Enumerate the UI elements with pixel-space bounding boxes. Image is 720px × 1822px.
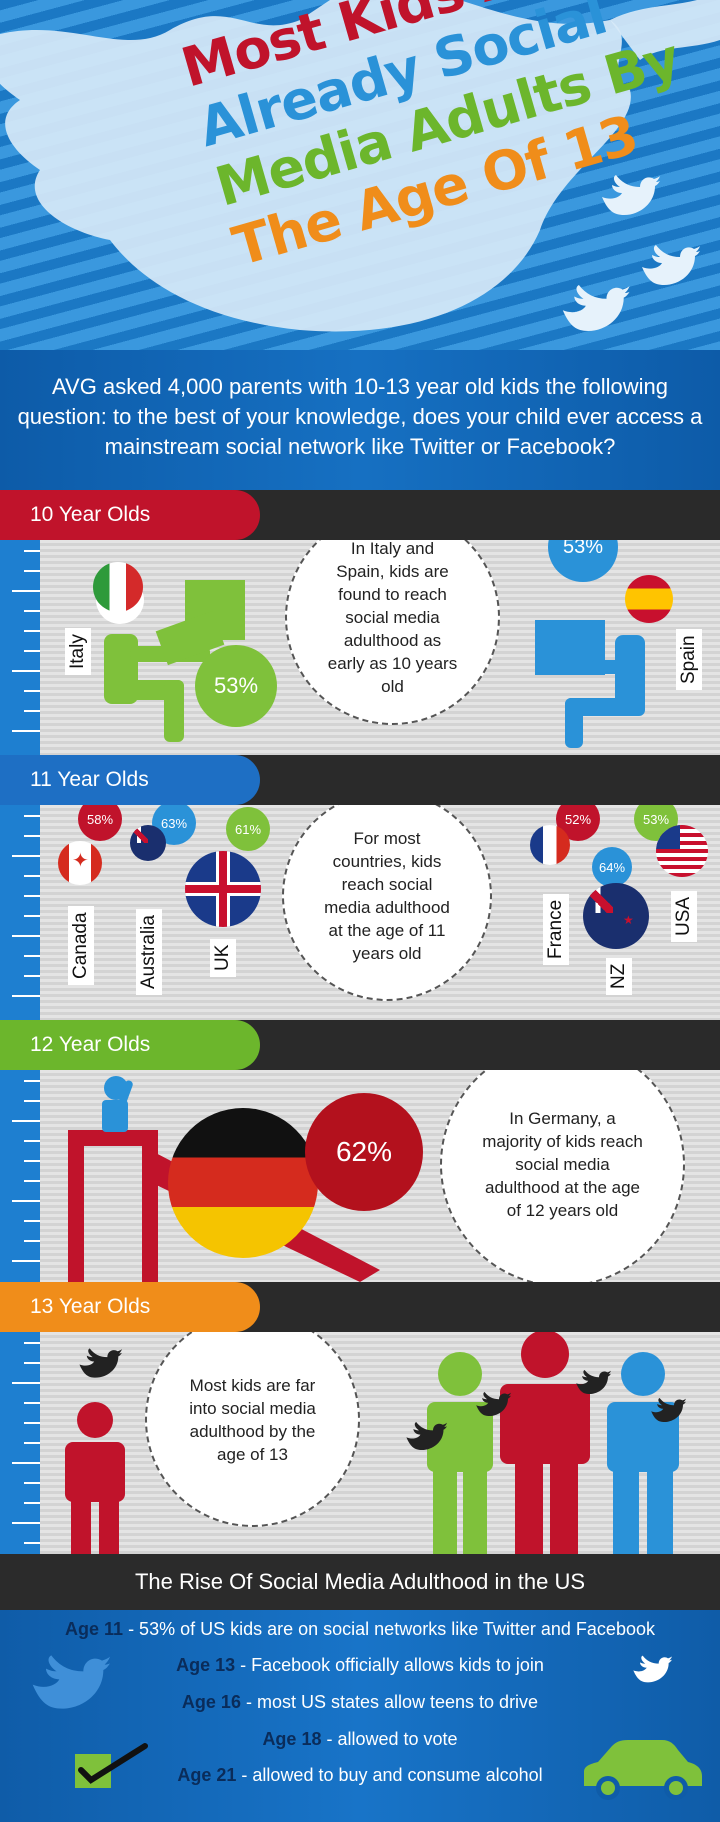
kid-figure-icon [65,1402,125,1554]
spain-flag-icon [625,575,673,623]
info-bubble: For most countries, kids reach social me… [282,805,492,1001]
ruler [0,1070,40,1282]
intro-text: AVG asked 4,000 parents with 10-13 year … [0,350,720,490]
germany-flag-icon [168,1108,318,1258]
percentage-badge: 61% [226,807,270,851]
us-fact-row: Age 13 - Facebook officially allows kids… [0,1655,720,1676]
ruler [0,1332,40,1554]
country-label-nz: NZ [606,957,632,995]
kids-group-icon [406,1332,686,1554]
country-label-spain: Spain [676,629,702,690]
canada-flag-icon: ✦ [58,841,102,885]
us-fact-text: - Facebook officially allows kids to joi… [235,1655,544,1675]
italy-flag-icon [93,562,143,612]
section-label: 10 Year Olds [0,490,260,540]
info-bubble: In Germany, a majority of kids reach soc… [440,1070,685,1282]
section-band-11: 11 Year Olds [0,755,720,805]
section-band-10: 10 Year Olds [0,490,720,540]
percentage-badge: 53% [548,540,618,582]
kid-at-computer-icon [535,620,645,748]
percentage-badge: 53% [195,645,277,727]
us-fact-age: Age 11 [65,1619,124,1639]
country-label-italy: Italy [65,628,91,675]
section-11-year-olds: 58% ✦ Canada 63% Australia 61% UK For mo… [0,805,720,1020]
france-flag-icon [530,825,570,865]
australia-flag-icon [130,825,166,861]
country-label-australia: Australia [136,909,162,995]
twitter-bird-icon [633,1655,672,1683]
section-label: 12 Year Olds [0,1020,260,1070]
usa-flag-icon [656,825,708,877]
us-fact-text: - allowed to buy and consume alcohol [236,1765,543,1785]
percentage-badge: 62% [305,1093,423,1211]
header: Most Kids Are Already Social Media Adult… [0,0,720,350]
kid-at-computer-icon [96,576,245,742]
section-10-year-olds: Italy 53% In Italy and Spain, kids are f… [0,540,720,755]
info-bubble: Most kids are far into social media adul… [145,1332,360,1527]
twitter-bird-icon [32,1655,110,1709]
info-bubble: In Italy and Spain, kids are found to re… [285,540,500,725]
us-section: Age 11 - 53% of US kids are on social ne… [0,1610,720,1822]
twitter-bird-icon [562,285,630,331]
us-fact-text: - most US states allow teens to drive [240,1692,539,1712]
us-fact-row: Age 18 - allowed to vote [0,1729,720,1750]
country-label-uk: UK [210,938,236,977]
us-fact-text: - allowed to vote [321,1729,458,1749]
percentage-badge: 58% [78,805,122,841]
uk-flag-icon [185,851,261,927]
us-section-heading: The Rise Of Social Media Adulthood in th… [0,1554,720,1610]
us-fact-row: Age 21 - allowed to buy and consume alco… [0,1765,720,1786]
section-band-13: 13 Year Olds [0,1282,720,1332]
section-13-year-olds: Most kids are far into social media adul… [0,1332,720,1554]
car-icon [584,1740,702,1800]
us-fact-age: Age 21 [177,1765,237,1785]
country-label-canada: Canada [68,906,94,985]
ruler [0,805,40,1020]
section-label: 11 Year Olds [0,755,260,805]
ballot-check-icon [75,1743,148,1788]
us-fact-age: Age 16 [181,1692,241,1712]
us-fact-text: - 53% of US kids are on social networks … [123,1619,655,1639]
us-fact-row: Age 11 - 53% of US kids are on social ne… [0,1619,720,1640]
twitter-bird-icon [642,245,700,285]
ruler [0,540,40,755]
us-fact-row: Age 16 - most US states allow teens to d… [0,1692,720,1713]
country-label-usa: USA [671,890,697,942]
section-label: 13 Year Olds [0,1282,260,1332]
twitter-bird-icon [79,1348,122,1378]
section-band-12: 12 Year Olds [0,1020,720,1070]
us-fact-age: Age 18 [262,1729,322,1749]
section-12-year-olds: 62% In Germany, a majority of kids reach… [0,1070,720,1282]
us-fact-age: Age 13 [176,1655,236,1675]
nz-flag-icon: ★ [583,883,649,949]
country-label-france: France [543,893,569,965]
twitter-bird-icon [602,175,660,215]
percentage-badge: 64% [592,847,632,887]
twitter-bird-icon [0,0,720,332]
